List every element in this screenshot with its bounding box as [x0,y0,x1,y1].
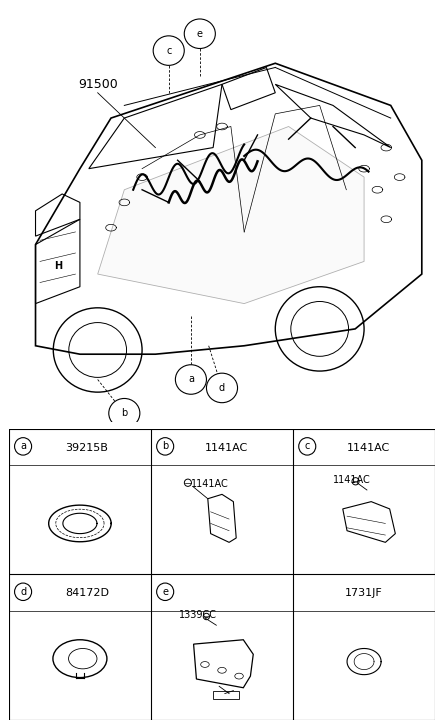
Text: a: a [20,441,26,451]
Text: 1141AC: 1141AC [191,479,229,489]
Text: c: c [305,441,310,451]
Circle shape [15,438,32,455]
Circle shape [15,583,32,601]
Circle shape [157,438,174,455]
Text: 1141AC: 1141AC [333,475,371,485]
Circle shape [109,398,140,428]
Circle shape [175,365,206,394]
Text: a: a [188,374,194,385]
Circle shape [153,36,184,65]
Text: 1731JF: 1731JF [345,588,383,598]
Text: e: e [162,587,168,597]
Circle shape [184,19,215,49]
Text: e: e [197,29,203,39]
Circle shape [206,373,238,403]
Text: 84172D: 84172D [65,588,109,598]
Text: 91500: 91500 [78,78,118,91]
Bar [214,691,239,699]
Text: 1141AC: 1141AC [205,443,248,453]
Circle shape [157,583,174,601]
Text: b: b [162,441,168,451]
Text: 39215B: 39215B [66,443,108,453]
Text: d: d [20,587,26,597]
Circle shape [299,438,316,455]
Text: 1141AC: 1141AC [347,443,390,453]
Polygon shape [98,126,364,304]
Text: 1339CC: 1339CC [179,610,218,620]
Text: c: c [166,46,171,55]
Text: d: d [219,383,225,393]
Text: H: H [54,261,62,270]
Text: b: b [121,409,127,418]
